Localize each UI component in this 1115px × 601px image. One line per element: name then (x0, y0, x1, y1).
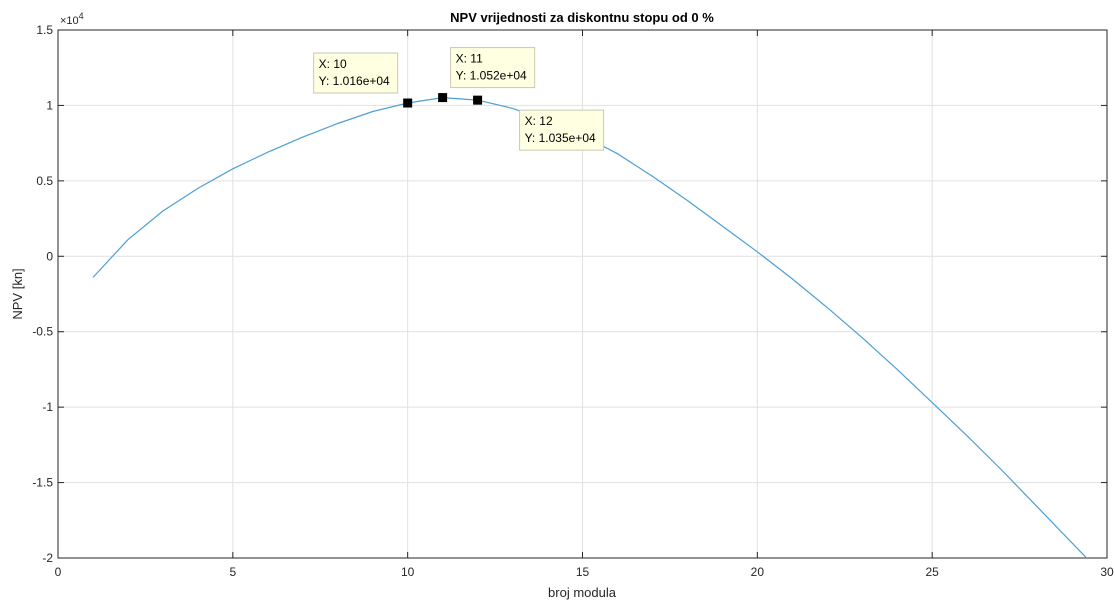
y-tick-label: -1 (42, 400, 53, 414)
y-tick-label: 1.5 (36, 23, 53, 37)
data-tip-box (450, 47, 536, 89)
x-tick-label: 30 (1100, 565, 1114, 579)
data-tip[interactable]: X: 12 Y: 1.035e+04 (473, 95, 605, 151)
x-tick-labels: 0 5 10 15 20 25 30 (55, 565, 1114, 579)
data-tip[interactable]: X: 11 Y: 1.052e+04 (438, 47, 536, 103)
y-tick-label: 0.5 (36, 174, 53, 188)
data-tips[interactable]: X: 10 Y: 1.016e+04 X: 11 Y: 1.052e+04 X: 12 Y… (313, 47, 605, 151)
axis-ticks (57, 29, 1108, 559)
y-tick-label: -1.5 (32, 476, 53, 490)
data-tip-x-text: X: 11 (456, 52, 483, 66)
data-tip[interactable]: X: 10 Y: 1.016e+04 (313, 52, 413, 108)
x-axis-label: broj modula (548, 585, 617, 600)
y-tick-label: 1 (46, 98, 53, 112)
data-tip-x-text: X: 10 (319, 57, 347, 71)
x-tick-label: 10 (401, 565, 415, 579)
data-tip-marker (403, 98, 413, 108)
x-tick-label: 25 (925, 565, 939, 579)
x-tick-label: 20 (751, 565, 765, 579)
data-tip-box (519, 109, 605, 151)
data-tip-y-text: Y: 1.016e+04 (319, 74, 390, 88)
y-tick-labels: -2 -1.5 -1 -0.5 0 0.5 1 1.5 (32, 23, 53, 565)
y-exponent-base: ×10 (60, 15, 79, 27)
x-tick-label: 15 (576, 565, 590, 579)
y-exponent-label: ×104 (60, 11, 84, 27)
data-tip-x-text: X: 12 (525, 114, 553, 128)
chart-title: NPV vrijednosti za diskontnu stopu od 0 … (450, 10, 714, 25)
y-tick-label: 0 (46, 249, 53, 263)
y-exponent-power: 4 (79, 11, 84, 21)
y-tick-label: -2 (42, 551, 53, 565)
x-tick-label: 0 (55, 565, 62, 579)
data-tip-marker (473, 95, 483, 105)
y-axis-label: NPV [kn] (10, 268, 25, 319)
data-tip-marker (438, 93, 448, 103)
data-tip-y-text: Y: 1.052e+04 (456, 69, 527, 83)
x-tick-label: 5 (229, 565, 236, 579)
data-tip-box (313, 52, 399, 94)
y-tick-label: -0.5 (32, 325, 53, 339)
data-tip-y-text: Y: 1.035e+04 (525, 131, 596, 145)
